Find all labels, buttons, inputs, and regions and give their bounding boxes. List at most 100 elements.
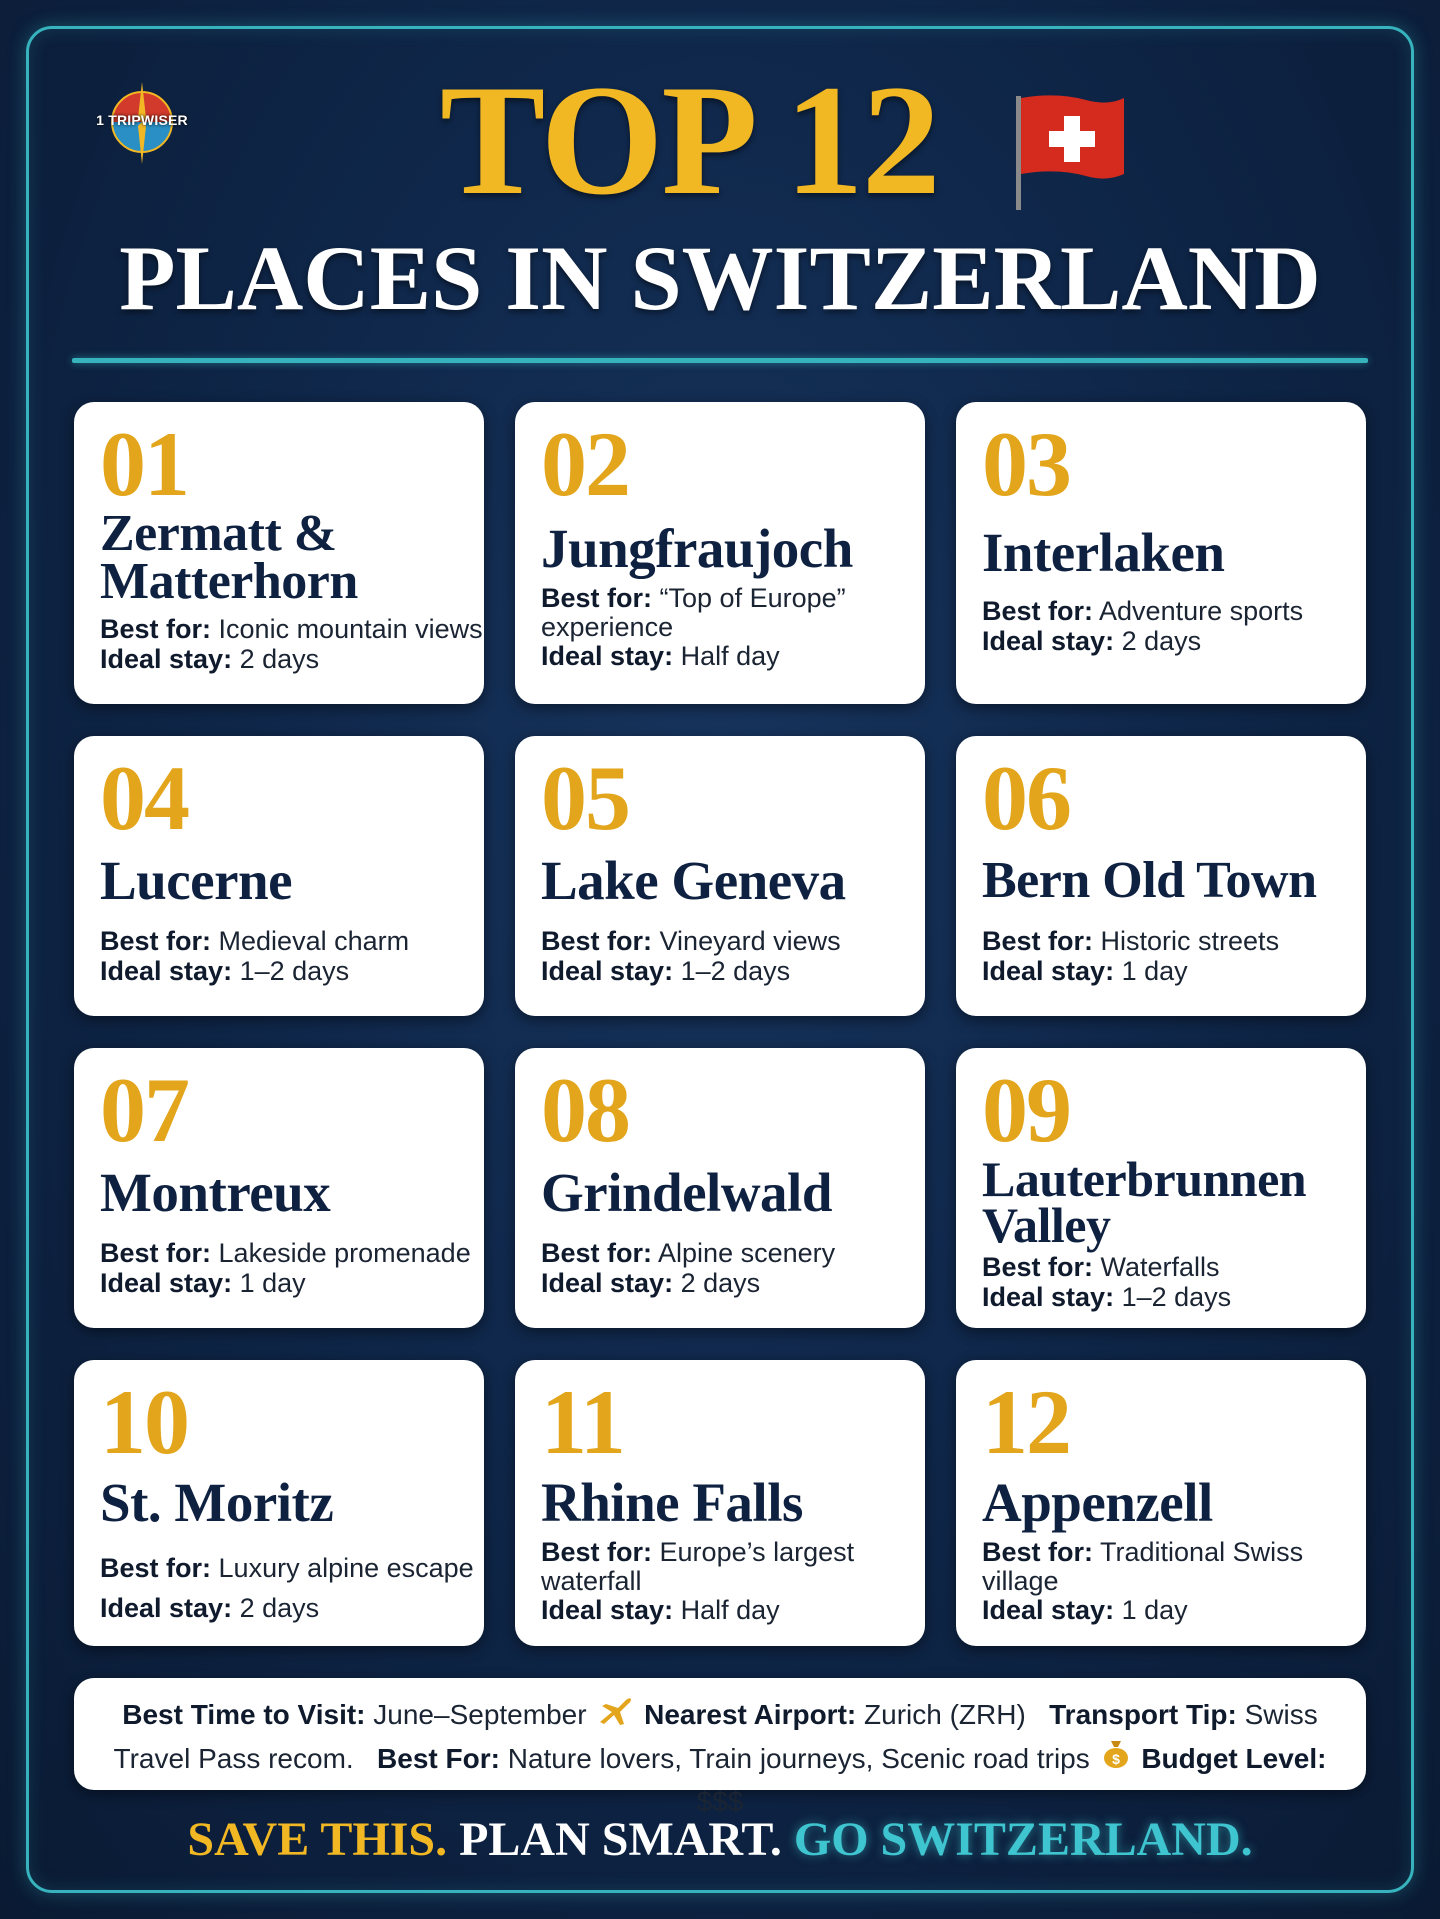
best-for-label: Best for:: [982, 1537, 1094, 1567]
tagline-part-3: GO SWITZERLAND.: [793, 1813, 1253, 1866]
place-number: 01: [100, 413, 190, 515]
ideal-stay-value: 1–2 days: [239, 956, 350, 986]
place-info: Best for: Medieval charm Ideal stay: 1–2…: [100, 926, 460, 986]
transport-label: Transport Tip:: [1049, 1699, 1237, 1730]
place-card-12[interactable]: 12 Appenzell Best for: Traditional Swiss…: [956, 1360, 1366, 1646]
place-info: Best for: Iconic mountain views Ideal st…: [100, 614, 483, 674]
svg-text:$: $: [1112, 1751, 1120, 1767]
place-name: Zermatt & Matterhorn: [100, 505, 460, 608]
compass-logo-icon: [111, 82, 173, 164]
title-bottom: PLACES IN SWITZERLAND: [119, 227, 1321, 329]
best-for-label: Best for:: [541, 1537, 653, 1567]
ideal-stay-value: 2 days: [1121, 626, 1202, 656]
place-name: Appenzell: [982, 1472, 1213, 1533]
tagline-part-2: PLAN SMART.: [459, 1813, 782, 1866]
airplane-icon: [598, 1696, 632, 1738]
place-number: 03: [982, 413, 1072, 515]
best-for-label: Best for:: [982, 1252, 1094, 1282]
tagline-part-1: SAVE THIS.: [187, 1813, 448, 1866]
ideal-stay-label: Ideal stay:: [982, 1282, 1115, 1312]
place-info: Best for: Lakeside promenade Ideal stay:…: [100, 1238, 471, 1298]
place-info: Best for: Europe’s largest waterfall Ide…: [541, 1538, 901, 1625]
budget-value: $$$: [696, 1786, 744, 1818]
place-number: 09: [982, 1059, 1072, 1161]
best-time-value: June–September: [373, 1699, 587, 1730]
place-info: Best for: Adventure sports Ideal stay: 2…: [982, 596, 1342, 656]
best-for-value: Lakeside promenade: [218, 1238, 471, 1268]
best-for-value: Historic streets: [1100, 926, 1280, 956]
place-info: Best for: Luxury alpine escape Ideal sta…: [100, 1548, 474, 1628]
best-for-label: Best for:: [982, 596, 1094, 626]
place-name: Rhine Falls: [541, 1472, 803, 1533]
best-for-label: Best for:: [541, 1238, 653, 1268]
best-for-value: Traditional Swiss village: [982, 1537, 1304, 1596]
best-for-label: Best for:: [100, 1238, 212, 1268]
place-card-08[interactable]: 08 Grindelwald Best for: Alpine scenery …: [515, 1048, 925, 1328]
ideal-stay-value: 2 days: [239, 644, 320, 674]
airport-label: Nearest Airport:: [644, 1699, 857, 1730]
ideal-stay-label: Ideal stay:: [100, 644, 233, 674]
best-time-label: Best Time to Visit:: [122, 1699, 366, 1730]
place-info: Best for: Alpine scenery Ideal stay: 2 d…: [541, 1238, 901, 1298]
ideal-stay-value: 1–2 days: [1121, 1282, 1232, 1312]
tagline: SAVE THIS. PLAN SMART. GO SWITZERLAND.: [0, 1816, 1440, 1864]
best-for-label: Best for:: [100, 614, 212, 644]
travel-info-box: Best Time to Visit: June–September Neare…: [74, 1678, 1366, 1817]
place-name: Lake Geneva: [541, 850, 846, 911]
place-card-02[interactable]: 02 Jungfraujoch Best for: “Top of Europe…: [515, 402, 925, 704]
place-name-line-1: Lauterbrunnen: [982, 1151, 1307, 1207]
poster-frame: [26, 26, 1414, 1893]
place-card-03[interactable]: 03 Interlaken Best for: Adventure sports…: [956, 402, 1366, 704]
place-name-line-1: Zermatt &: [100, 505, 337, 562]
place-name: Jungfraujoch: [541, 518, 853, 579]
place-card-06[interactable]: 06 Bern Old Town Best for: Historic stre…: [956, 736, 1366, 1016]
place-card-07[interactable]: 07 Montreux Best for: Lakeside promenade…: [74, 1048, 484, 1328]
best-for-footer-label: Best For:: [377, 1742, 500, 1774]
ideal-stay-label: Ideal stay:: [541, 1268, 674, 1298]
place-card-05[interactable]: 05 Lake Geneva Best for: Vineyard views …: [515, 736, 925, 1016]
ideal-stay-label: Ideal stay:: [541, 956, 674, 986]
ideal-stay-label: Ideal stay:: [541, 1595, 674, 1625]
place-info: Best for: Traditional Swiss village Idea…: [982, 1538, 1342, 1625]
airport-value: Zurich (ZRH): [864, 1699, 1026, 1730]
best-for-value: Europe’s largest waterfall: [541, 1537, 855, 1596]
place-card-09[interactable]: 09 Lauterbrunnen Valley Best for: Waterf…: [956, 1048, 1366, 1328]
place-name: Bern Old Town: [982, 852, 1317, 909]
ideal-stay-value: 1 day: [1121, 956, 1188, 986]
place-card-10[interactable]: 10 St. Moritz Best for: Luxury alpine es…: [74, 1360, 484, 1646]
place-card-01[interactable]: 01 Zermatt & Matterhorn Best for: Iconic…: [74, 402, 484, 704]
brand-logo-text: 1 TRIPWISER: [96, 112, 188, 128]
best-for-value: “Top of Europe” experience: [541, 583, 846, 642]
place-number: 06: [982, 747, 1072, 849]
place-number: 10: [100, 1371, 190, 1473]
ideal-stay-label: Ideal stay:: [100, 1593, 233, 1623]
place-info: Best for: Waterfalls Ideal stay: 1–2 day…: [982, 1252, 1342, 1312]
best-for-label: Best for:: [541, 583, 653, 613]
place-info: Best for: “Top of Europe” experience Ide…: [541, 584, 901, 671]
place-number: 07: [100, 1059, 190, 1161]
ideal-stay-value: 2 days: [680, 1268, 761, 1298]
place-name: St. Moritz: [100, 1472, 334, 1533]
place-card-04[interactable]: 04 Lucerne Best for: Medieval charm Idea…: [74, 736, 484, 1016]
best-for-label: Best for:: [541, 926, 653, 956]
best-for-label: Best for:: [982, 926, 1094, 956]
place-number: 12: [982, 1371, 1072, 1473]
place-number: 05: [541, 747, 631, 849]
ideal-stay-label: Ideal stay:: [100, 956, 233, 986]
best-for-footer-value: Nature lovers, Train journeys, Scenic ro…: [507, 1742, 1090, 1774]
ideal-stay-label: Ideal stay:: [982, 626, 1115, 656]
ideal-stay-value: 1 day: [1121, 1595, 1188, 1625]
best-for-value: Luxury alpine escape: [218, 1553, 474, 1583]
ideal-stay-label: Ideal stay:: [982, 1595, 1115, 1625]
place-card-11[interactable]: 11 Rhine Falls Best for: Europe’s larges…: [515, 1360, 925, 1646]
place-info: Best for: Vineyard views Ideal stay: 1–2…: [541, 926, 901, 986]
best-for-value: Iconic mountain views: [218, 614, 483, 644]
place-name: Interlaken: [982, 522, 1225, 583]
transport-value: Swiss Travel Pass recom.: [113, 1699, 1318, 1774]
ideal-stay-value: 2 days: [239, 1593, 320, 1623]
place-name: Grindelwald: [541, 1162, 832, 1223]
title-top: TOP 12: [440, 53, 941, 228]
budget-label: Budget Level:: [1141, 1742, 1327, 1774]
brand-logo: 1 TRIPWISER: [92, 82, 192, 164]
